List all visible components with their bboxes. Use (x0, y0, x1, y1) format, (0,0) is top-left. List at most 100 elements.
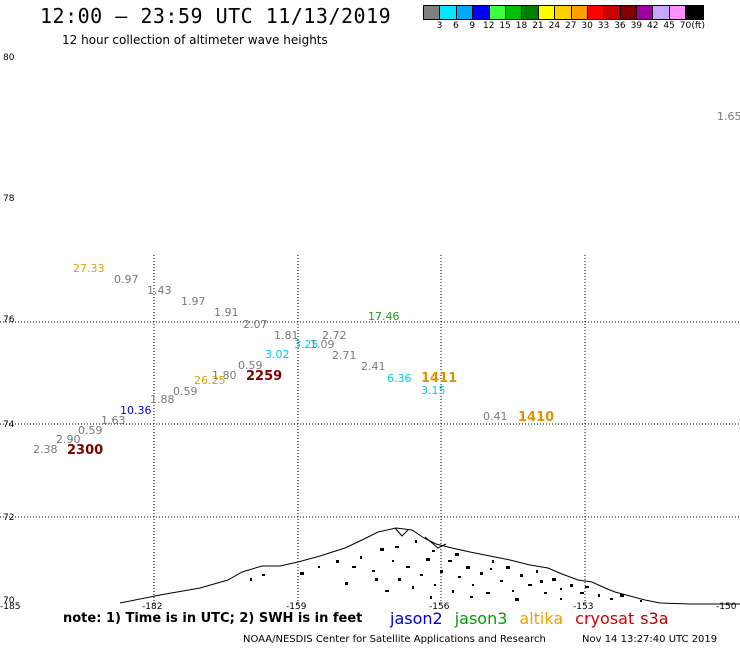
lake-speck (415, 540, 417, 543)
color-swatch (522, 6, 539, 19)
lake-speck (455, 553, 459, 556)
color-swatch (424, 6, 441, 19)
lake-speck (392, 560, 394, 562)
lake-speck (426, 558, 430, 561)
lon-label: -153 (573, 602, 593, 612)
alaska-north-coast (119, 527, 740, 605)
lake-speck (540, 580, 543, 583)
color-scale-swatches (423, 5, 704, 20)
pass-time-labels: 2259 2300 1411 1410 (67, 369, 554, 458)
color-swatch (669, 6, 687, 19)
lake-speck (448, 560, 452, 562)
lake-speck (375, 578, 378, 581)
color-scale-unit: (ft) (691, 21, 705, 31)
lake-speck (490, 568, 492, 570)
lat-label: 78 (3, 194, 15, 204)
wave-height-label: 1.80 (212, 369, 237, 382)
lake-speck (262, 574, 265, 576)
wave-height-label: 2.41 (361, 360, 386, 373)
lake-speck (345, 582, 348, 585)
legend-altika: altika (519, 609, 564, 628)
color-swatch (571, 6, 588, 19)
lake-speck (318, 566, 320, 568)
wave-height-label: 3.02 (265, 348, 290, 361)
wave-height-label: 1.63 (101, 414, 126, 427)
wave-height-label: 0.97 (114, 273, 139, 286)
lat-label: 72 (3, 513, 14, 523)
color-swatch (505, 6, 523, 19)
color-swatch (637, 6, 654, 19)
color-scale-labels: 3 6 9 12 15 18 21 24 27 30 33 36 39 42 45 70 (ft) (423, 21, 705, 33)
color-swatch (440, 6, 457, 19)
color-swatch (473, 6, 490, 19)
lat-label: 80 (3, 53, 15, 63)
coast-spit (424, 536, 447, 549)
color-scale-label: 24 (548, 21, 561, 31)
wave-height-label: 1.81 (274, 329, 299, 342)
lake-speck (472, 584, 474, 586)
lake-speck (520, 574, 523, 577)
graticule (0, 255, 740, 605)
pass-time-label: 1411 (421, 371, 457, 386)
color-scale-label: 15 (499, 21, 511, 31)
color-swatch (604, 6, 621, 19)
wave-height-label: 1.65 (717, 110, 740, 123)
lake-speck (336, 560, 339, 563)
legend-jason2: jason2 (390, 609, 443, 628)
wave-height-label: 0.59 (78, 424, 103, 437)
lake-speck (512, 590, 514, 592)
color-swatch (653, 6, 670, 19)
pass-time-label: 2300 (67, 443, 103, 458)
lake-speck (486, 592, 490, 594)
lake-speck (430, 596, 432, 599)
color-swatch (555, 6, 572, 19)
wave-height-label: 1.09 (310, 338, 335, 351)
lake-speck (500, 580, 503, 582)
lake-speck (640, 600, 642, 602)
wave-height-label: 1.43 (147, 284, 172, 297)
wave-height-label: 6.36 (387, 372, 412, 385)
lat-label: 70 (3, 596, 15, 606)
wave-height-label: 1.91 (214, 306, 239, 319)
legend-s3a: s3a (640, 609, 669, 628)
lat-labels: 80 78 76 74 72 70 (3, 53, 15, 606)
lat-label: 76 (3, 315, 15, 325)
legend-cryosat: cryosat (575, 609, 635, 628)
lake-speck (395, 546, 399, 548)
lat-label: 74 (3, 420, 15, 430)
color-scale-label: 18 (515, 21, 528, 31)
wave-height-label: 3.25 (294, 338, 319, 351)
lake-speck (406, 566, 410, 568)
wave-height-label: 2.38 (33, 443, 58, 456)
lake-speck (300, 572, 304, 575)
lake-speck (385, 590, 389, 592)
color-swatch (456, 6, 474, 19)
color-scale-label: 36 (614, 21, 626, 31)
lake-speck (458, 576, 461, 578)
color-scale-label: 30 (581, 21, 593, 31)
lake-speck (506, 566, 510, 569)
color-swatch (587, 6, 605, 19)
wave-height-label: 27.33 (73, 262, 105, 275)
color-swatch (489, 6, 506, 19)
lake-speck (398, 578, 401, 581)
wave-height-label: 1.88 (150, 393, 175, 406)
color-scale-label: 6 (453, 21, 459, 31)
lon-label: -185 (0, 602, 20, 612)
wave-height-label: 2.72 (322, 329, 347, 342)
color-scale-label: 9 (469, 21, 476, 31)
wave-height-label: 2.90 (56, 433, 81, 446)
page-subtitle: 12 hour collection of altimeter wave hei… (62, 33, 328, 47)
color-scale-label: 21 (532, 21, 544, 31)
lon-labels: -185 -182 -159 -156 -153 -150 (0, 602, 737, 612)
lake-speck (480, 572, 483, 575)
color-scale-label: 42 (647, 21, 659, 31)
lake-speck (440, 570, 443, 573)
wave-height-label: 0.59 (173, 385, 198, 398)
lake-speck (544, 592, 547, 594)
color-scale-label: 33 (597, 21, 610, 31)
lake-speck (372, 570, 375, 572)
lake-speck (560, 588, 562, 590)
lake-speck (598, 594, 600, 597)
wave-height-label: 10.36 (120, 404, 152, 417)
